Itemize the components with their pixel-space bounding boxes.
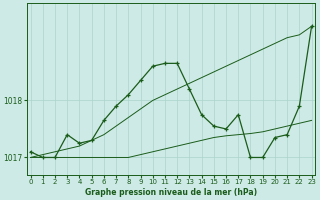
X-axis label: Graphe pression niveau de la mer (hPa): Graphe pression niveau de la mer (hPa) bbox=[85, 188, 257, 197]
